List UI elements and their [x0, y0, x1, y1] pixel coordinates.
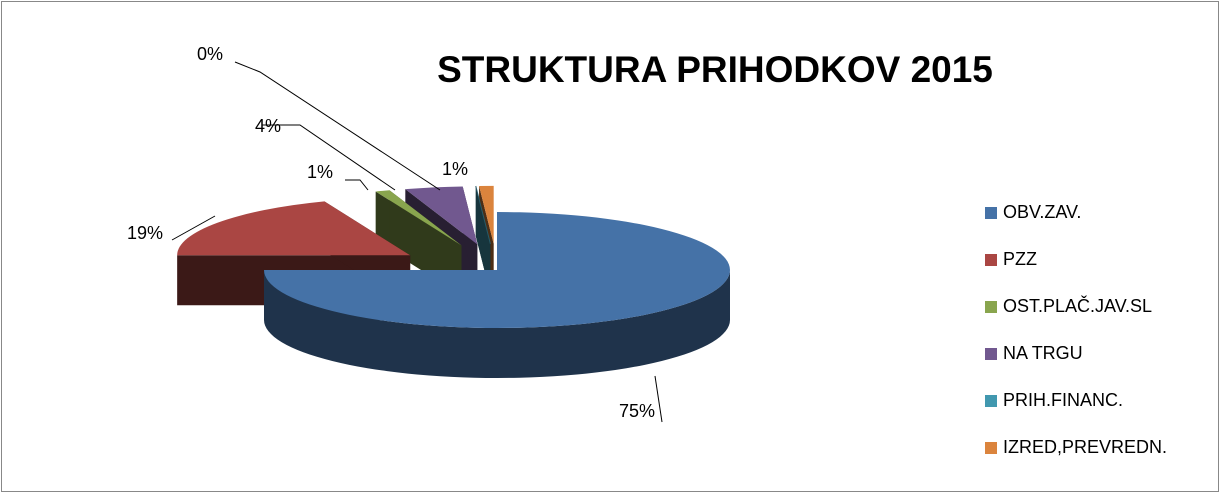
- slice-side: [264, 270, 730, 378]
- data-label: 0%: [197, 44, 223, 64]
- leader-line: [262, 124, 396, 191]
- leader-line: [654, 375, 663, 423]
- legend-label: OBV.ZAV.: [1003, 202, 1081, 222]
- data-label: 75%: [619, 401, 655, 421]
- slice-wall: [475, 186, 491, 294]
- slice-top: [375, 190, 462, 246]
- legend-swatch: [985, 395, 997, 407]
- data-label: 19%: [127, 223, 163, 243]
- legend-swatch: [985, 254, 997, 266]
- legend-swatch: [985, 301, 997, 313]
- slice-top: [177, 201, 411, 256]
- pie-tops: [177, 185, 730, 328]
- legend-swatch: [985, 207, 997, 219]
- slice-top: [264, 212, 730, 328]
- slice-wall: [389, 190, 462, 296]
- slice-top: [405, 186, 478, 245]
- legend-label: OST.PLAČ.JAV.SL: [1003, 295, 1152, 316]
- data-label: 1%: [442, 159, 468, 179]
- leader-line: [171, 215, 216, 241]
- legend-label: NA TRGU: [1003, 343, 1083, 363]
- legend-swatch: [985, 442, 997, 454]
- data-label: 1%: [307, 162, 333, 182]
- legend-label: PZZ: [1003, 249, 1037, 269]
- slice-top: [475, 185, 491, 245]
- leader-line: [234, 61, 441, 191]
- data-label: 4%: [255, 116, 281, 136]
- legend-swatch: [985, 348, 997, 360]
- leader-line: [345, 179, 369, 191]
- slice-top: [479, 185, 494, 244]
- legend-label: IZRED,PREVREDN.: [1003, 437, 1167, 457]
- legend-label: PRIH.FINANC.: [1003, 390, 1123, 410]
- chart-title: STRUKTURA PRIHODKOV 2015: [437, 49, 993, 90]
